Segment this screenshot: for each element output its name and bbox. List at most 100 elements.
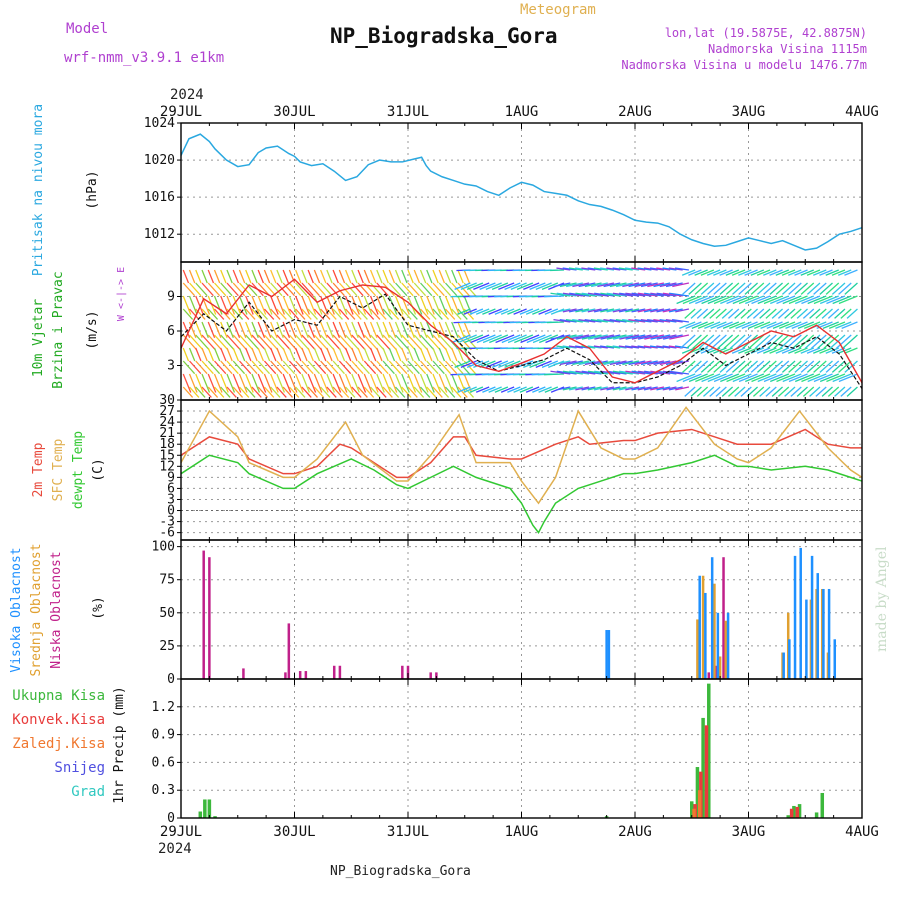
wind-arrow: [221, 374, 228, 393]
wind-arrow: [389, 374, 396, 393]
wind-arrow: [389, 270, 394, 283]
wind-arrow: [402, 270, 407, 283]
wind-arrow: [221, 348, 226, 361]
x-tick-label-bottom: 31JUL: [387, 824, 429, 840]
y-tick-label: 1.2: [152, 700, 175, 715]
wind-arrow: [208, 361, 219, 374]
wind-arrow: [843, 335, 858, 348]
bar: [799, 548, 802, 679]
wind-arrow: [753, 387, 763, 396]
bar: [782, 653, 785, 679]
wind-arrow: [302, 270, 307, 283]
wind-arrow: [252, 270, 257, 283]
wind-arrow: [768, 335, 783, 348]
wind-arrow: [764, 361, 777, 372]
wind-arrow: [364, 270, 369, 283]
wind-arrow: [277, 361, 288, 374]
chart-subtitle: Meteogram: [520, 2, 596, 18]
bar: [242, 668, 245, 679]
wind-arrow: [433, 348, 438, 361]
wind-arrow: [427, 348, 432, 361]
wind-arrow: [757, 361, 770, 372]
wind-arrow: [408, 348, 413, 361]
wind-arrow: [221, 270, 226, 283]
wind-arrow: [791, 309, 801, 318]
wind-arrow: [402, 348, 407, 361]
wind-arrow: [321, 361, 332, 374]
wind-arrow: [720, 283, 733, 294]
wind-arrow: [703, 387, 713, 396]
wind-arrow: [389, 361, 400, 374]
wind-arrow: [308, 374, 315, 393]
wind-arrow: [302, 361, 313, 374]
x-tick-label-top: 29JUL: [160, 104, 202, 120]
wind-arrow: [685, 309, 695, 318]
wind-arrow: [683, 283, 696, 294]
wind-ylabel-1: 10m Vjetar: [31, 299, 46, 377]
x-tick-label-bottom: 4AUG: [845, 824, 879, 840]
wind-arrow: [289, 361, 300, 374]
wind-arrow: [452, 374, 459, 393]
wind-arrow: [724, 335, 739, 348]
wind-arrow: [693, 335, 708, 348]
wind-arrow: [346, 361, 357, 374]
wind-arrow: [728, 309, 738, 318]
wind-arrow: [835, 309, 845, 318]
wind-arrow: [283, 270, 288, 283]
wind-arrow: [183, 374, 190, 393]
wind-arrow: [714, 283, 727, 294]
wind-arrow: [283, 374, 290, 393]
wind-arrow: [716, 387, 726, 396]
wind-arrow: [402, 361, 413, 374]
panel-wind: 369: [167, 262, 862, 400]
wind-arrow: [826, 283, 839, 294]
wind-arrow: [847, 309, 857, 318]
wind-arrow: [327, 374, 334, 393]
wind-arrow: [214, 270, 219, 283]
wind-arrow: [214, 296, 221, 315]
wind-arrow: [364, 374, 371, 393]
wind-arrow: [822, 309, 832, 318]
wind-arrow: [339, 270, 344, 283]
wind-arrow: [741, 387, 751, 396]
bar: [822, 589, 825, 679]
wind-arrow: [839, 283, 852, 294]
wind-arrow: [183, 361, 194, 374]
wind-arrow: [795, 361, 808, 372]
wind-arrow: [782, 283, 795, 294]
wind-arrow: [826, 361, 839, 372]
bar: [815, 812, 819, 818]
wind-arrow: [321, 270, 326, 283]
wind-arrow: [741, 309, 751, 318]
year-bottom: 2024: [158, 841, 192, 857]
precip-legend-hail: Grad: [71, 784, 105, 800]
wind-arrow: [202, 348, 207, 361]
wind-arrow: [190, 361, 201, 374]
x-tick-label-bottom: 30JUL: [273, 824, 315, 840]
wind-arrow: [239, 348, 244, 361]
wind-arrow: [246, 348, 251, 361]
wind-arrow: [718, 335, 733, 348]
wind-arrow: [760, 309, 770, 318]
wind-arrow: [544, 296, 564, 297]
precip-legend-total: Ukupna Kisa: [12, 688, 105, 704]
wind-arrow: [726, 283, 739, 294]
wind-arrow: [452, 296, 459, 315]
wind-ylabel-2: Brzina i Pravac: [51, 271, 66, 388]
wind-arrow: [389, 348, 394, 361]
wind-arrow: [358, 296, 365, 315]
y-tick-label: 50: [159, 606, 175, 621]
wind-arrow: [732, 361, 745, 372]
bar: [698, 790, 702, 818]
wind-compass: W <-|-> E: [116, 267, 127, 321]
wind-arrow: [703, 309, 713, 318]
wind-arrow: [770, 283, 783, 294]
wind-arrow: [346, 374, 353, 393]
wind-arrow: [420, 283, 431, 296]
wind-arrow: [547, 322, 564, 323]
pressure-unit: (hPa): [85, 170, 100, 209]
wind-arrow: [352, 361, 363, 374]
wind-arrow: [814, 361, 827, 372]
